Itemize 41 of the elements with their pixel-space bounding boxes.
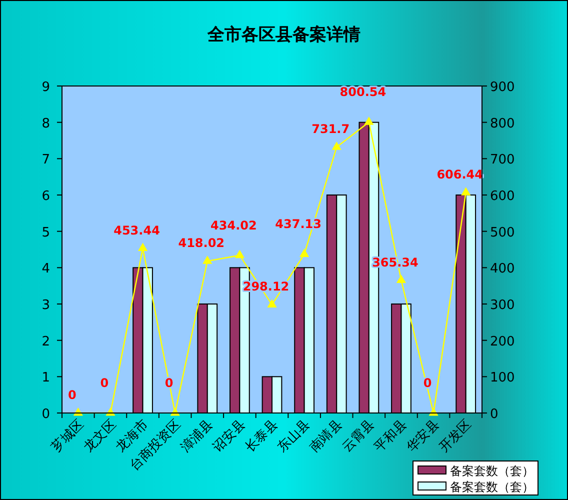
data-label: 453.44 — [114, 223, 160, 238]
y-tick-label: 8 — [42, 116, 50, 132]
data-label: 731.7 — [312, 122, 350, 136]
point — [138, 242, 148, 252]
data-label: 606.44 — [436, 168, 483, 182]
point — [234, 250, 244, 258]
legend-label: 备案套数（套） — [450, 480, 534, 494]
y-tick-label: 2 — [42, 334, 50, 350]
y2-tick-label: 600 — [490, 189, 515, 204]
y2-tick-label: 300 — [490, 298, 515, 313]
y2-tick-label: 400 — [490, 262, 515, 277]
y2-tick-label: 800 — [490, 116, 515, 132]
y-tick-label: 5 — [42, 225, 50, 240]
y2-tick-label: 700 — [490, 152, 515, 168]
point — [202, 256, 212, 264]
y-tick-label: 4 — [42, 262, 50, 277]
y-tick-label: 9 — [42, 80, 50, 95]
y2-tick-label: 100 — [490, 370, 515, 386]
y-tick-label: 0 — [42, 407, 50, 422]
point — [364, 116, 374, 125]
chart-title: 全市各区县备案详情 — [206, 24, 360, 45]
data-label: 0 — [68, 388, 76, 402]
data-label: 434.02 — [210, 218, 257, 232]
y2-tick-label: 900 — [490, 80, 515, 95]
data-label: 0 — [100, 376, 109, 390]
y-tick-label: 1 — [42, 370, 50, 386]
y2-tick-label: 500 — [490, 225, 515, 240]
y-tick-label: 7 — [42, 152, 50, 168]
point — [461, 187, 471, 196]
point — [73, 407, 83, 416]
y-tick-label: 3 — [42, 298, 50, 313]
data-label: 418.02 — [178, 236, 225, 250]
y-tick-label: 6 — [42, 189, 50, 204]
point — [332, 142, 342, 150]
point — [267, 299, 277, 308]
y2-tick-label: 0 — [490, 407, 498, 422]
point — [300, 248, 310, 257]
y2-tick-label: 200 — [490, 334, 515, 350]
point — [396, 274, 406, 284]
legend-label: 备案套数（套） — [450, 464, 534, 478]
data-label: 800.54 — [340, 85, 386, 100]
